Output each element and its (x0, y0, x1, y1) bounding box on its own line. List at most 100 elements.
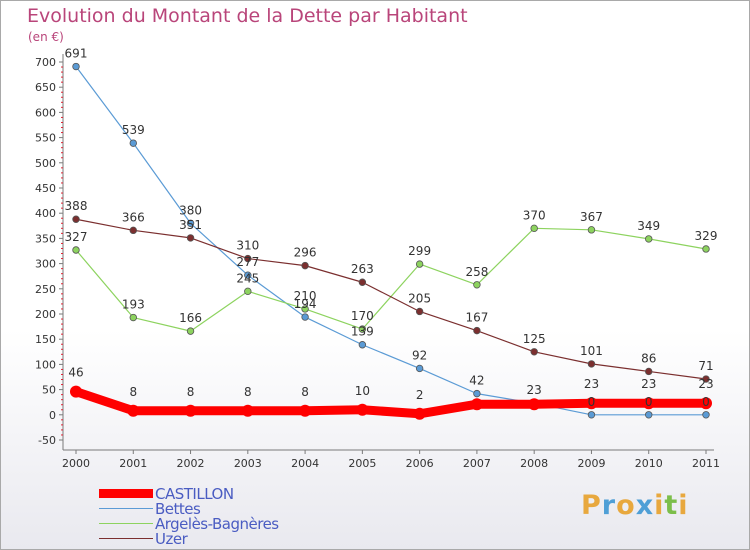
series-line-argel-s-bagn-res (75, 227, 707, 332)
data-point (700, 397, 712, 410)
data-label: 8 (129, 385, 137, 399)
data-label: 101 (580, 344, 603, 358)
data-point (301, 261, 309, 270)
data-point (129, 226, 137, 235)
data-point (702, 411, 710, 419)
y-tick-label: 350 (35, 232, 56, 245)
legend-swatch (99, 489, 153, 498)
data-point (530, 224, 538, 233)
data-label: 245 (236, 271, 259, 285)
data-label: 277 (236, 255, 259, 269)
data-point (299, 404, 312, 417)
data-point (70, 385, 82, 398)
legend-item: Bettes (99, 500, 319, 518)
x-tick-label: 2011 (692, 457, 720, 470)
data-point (530, 348, 538, 356)
data-label: 388 (65, 199, 88, 213)
x-tick-label: 2002 (177, 457, 205, 470)
data-point (72, 62, 80, 71)
chart-title: Evolution du Montant de la Dette par Hab… (27, 5, 468, 27)
data-label: 166 (179, 311, 202, 325)
data-label: 8 (244, 385, 252, 399)
data-label: 10 (355, 384, 370, 398)
data-point (415, 260, 424, 268)
data-label: 539 (122, 123, 145, 137)
data-point (244, 254, 252, 263)
data-label: 370 (523, 208, 546, 222)
data-point (473, 281, 481, 289)
y-tick-label: 250 (35, 283, 56, 296)
legend-label: CASTILLON (155, 485, 234, 503)
x-tick-label: 2001 (119, 457, 147, 470)
data-label: 205 (408, 291, 431, 305)
data-point (473, 326, 481, 335)
data-point (358, 341, 367, 349)
x-tick-label: 2005 (348, 457, 376, 470)
data-point (301, 305, 309, 313)
data-point (642, 397, 655, 410)
unit-label: (en €) (28, 30, 64, 44)
legend-swatch (99, 523, 153, 524)
data-label: 0 (645, 395, 653, 409)
data-point (645, 367, 653, 376)
data-point (645, 235, 653, 243)
x-tick-label: 2000 (62, 457, 90, 470)
data-label: 8 (187, 385, 195, 399)
y-tick-label: 400 (35, 207, 56, 220)
data-label: 349 (637, 219, 660, 233)
series-line-uzer (75, 218, 707, 380)
data-label: 125 (523, 332, 546, 346)
data-label: 296 (294, 246, 317, 260)
data-point (470, 398, 483, 411)
data-label: 92 (412, 348, 427, 362)
data-label: 263 (351, 262, 374, 276)
legend-label: Uzer (155, 530, 188, 548)
proxiti-logo: Proxiti (581, 490, 689, 521)
series-line-castillon (71, 387, 711, 419)
data-label: 23 (527, 383, 542, 397)
data-label: 327 (65, 230, 88, 244)
data-label: 366 (122, 210, 145, 224)
legend-item: Uzer (99, 530, 319, 548)
x-tick-label: 2010 (635, 457, 663, 470)
data-point (241, 404, 254, 417)
data-point (184, 404, 197, 417)
data-label: 380 (179, 203, 202, 217)
data-label: 367 (580, 210, 603, 224)
data-label: 351 (179, 218, 202, 232)
data-label: 299 (408, 244, 431, 258)
data-point (186, 219, 195, 227)
y-tick-label: 300 (35, 258, 56, 271)
y-tick-label: 500 (35, 157, 56, 170)
data-point (129, 313, 137, 322)
data-point (413, 407, 426, 420)
data-label: 23 (698, 377, 713, 391)
data-label: 8 (301, 385, 309, 399)
data-label: 23 (584, 377, 599, 391)
data-label: 258 (465, 265, 488, 279)
data-point (244, 287, 252, 296)
x-tick-label: 2004 (291, 457, 319, 470)
data-label: 71 (698, 359, 713, 373)
data-point (415, 364, 424, 373)
y-tick-label: 200 (35, 308, 56, 321)
data-point (415, 307, 424, 316)
y-tick-label: -50 (38, 434, 56, 447)
data-point (587, 360, 596, 368)
data-label: 0 (702, 395, 710, 409)
data-point (356, 403, 369, 416)
data-point (72, 215, 80, 223)
data-point (186, 327, 195, 335)
y-tick-label: 50 (42, 384, 56, 397)
data-point (358, 325, 367, 333)
legend-swatch (99, 538, 153, 539)
data-point (244, 271, 252, 279)
data-label: 42 (469, 374, 484, 388)
data-point (702, 245, 710, 253)
data-label: 691 (65, 47, 88, 61)
y-tick-label: 100 (35, 358, 56, 371)
legend-label: Argelès-Bagnères (155, 515, 279, 533)
data-label: 310 (236, 239, 259, 253)
